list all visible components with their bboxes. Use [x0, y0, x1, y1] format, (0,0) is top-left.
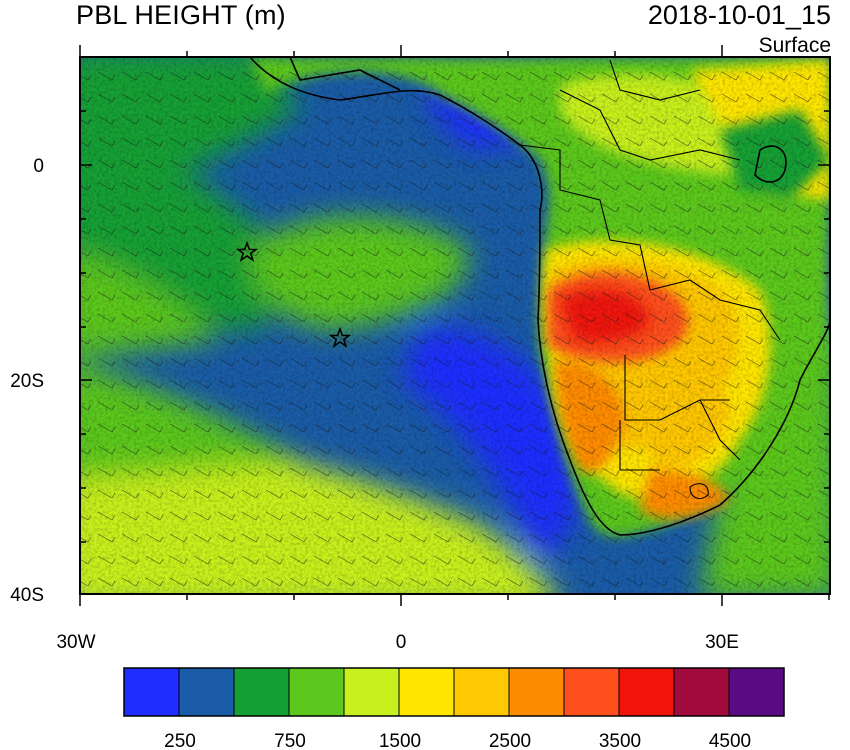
colorbar: 250 750 1500 2500 3500 4500 — [123, 667, 785, 750]
colorbar-label-2500: 2500 — [489, 731, 531, 750]
lat-label-0: 0 — [33, 156, 44, 177]
colorbar-swatch-2 — [233, 667, 290, 717]
colorbar-swatch-5 — [398, 667, 455, 717]
lon-label-30e: 30E — [705, 632, 739, 653]
star-marker-2 — [328, 326, 352, 348]
colorbar-swatch-3 — [288, 667, 345, 717]
colorbar-swatch-0 — [123, 667, 180, 717]
colorbar-swatch-7 — [508, 667, 565, 717]
colorbar-swatch-11 — [728, 667, 785, 717]
star-marker-1 — [235, 240, 259, 262]
colorbar-label-4500: 4500 — [709, 731, 751, 750]
colorbar-swatch-10 — [673, 667, 730, 717]
colorbar-label-250: 250 — [164, 731, 196, 750]
longitude-labels: 30W 0 30E — [56, 632, 738, 653]
colorbar-swatch-1 — [178, 667, 235, 717]
colorbar-label-750: 750 — [274, 731, 306, 750]
pbl-height-field — [80, 57, 830, 594]
colorbar-label-3500: 3500 — [599, 731, 641, 750]
colorbar-swatch-4 — [343, 667, 400, 717]
lon-label-0: 0 — [396, 632, 407, 653]
colorbar-labels: 250 750 1500 2500 3500 4500 — [164, 731, 751, 750]
map-title: PBL HEIGHT (m) — [76, 0, 286, 30]
lat-label-40s: 40S — [10, 585, 44, 606]
map-frame — [79, 45, 831, 606]
lon-label-30w: 30W — [56, 632, 95, 653]
colorbar-swatch-6 — [453, 667, 510, 717]
station-markers — [235, 240, 352, 348]
level-label: Surface — [758, 34, 831, 57]
datetime-label: 2018-10-01_15 — [647, 0, 831, 30]
lat-label-20s: 20S — [10, 371, 44, 392]
colorbar-label-1500: 1500 — [379, 731, 421, 750]
latitude-labels: 0 20S 40S — [10, 156, 44, 606]
colorbar-swatch-9 — [618, 667, 675, 717]
colorbar-swatch-8 — [563, 667, 620, 717]
